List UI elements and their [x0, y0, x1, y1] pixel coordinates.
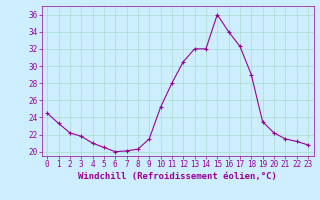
X-axis label: Windchill (Refroidissement éolien,°C): Windchill (Refroidissement éolien,°C) [78, 172, 277, 181]
